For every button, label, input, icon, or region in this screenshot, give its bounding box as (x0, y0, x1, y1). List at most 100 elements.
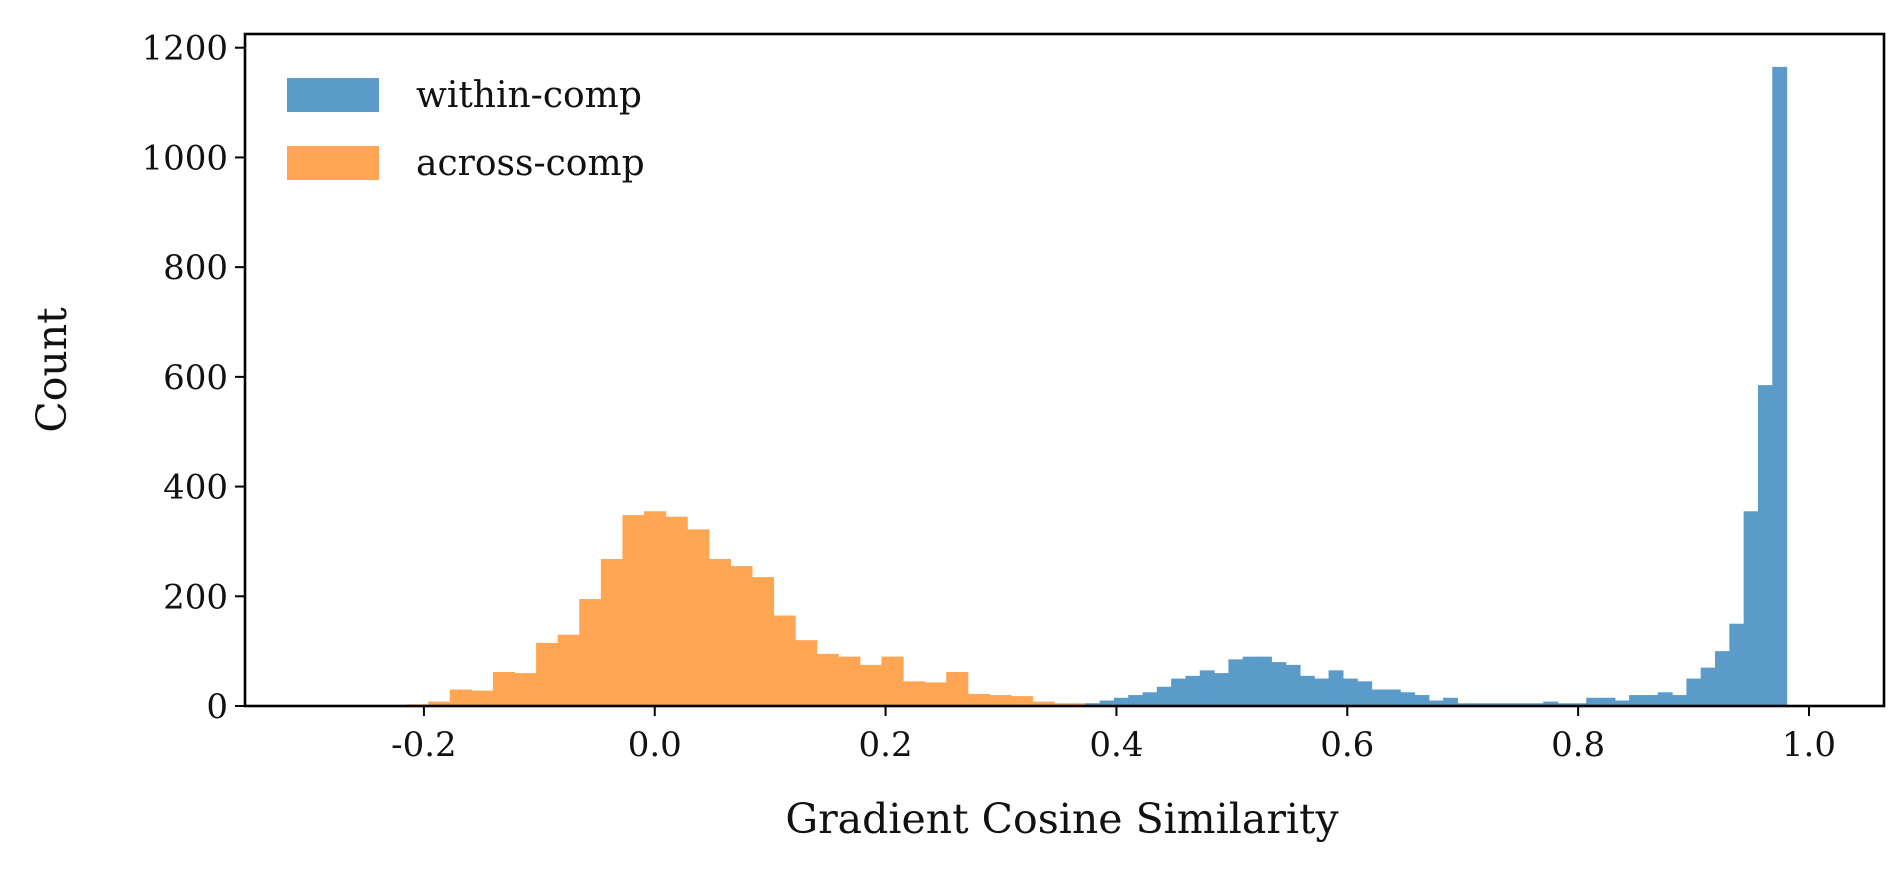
bar-across-comp (946, 671, 969, 706)
bar-across-comp (838, 656, 861, 706)
bar-across-comp (665, 516, 688, 706)
bar-within-comp (1271, 662, 1287, 706)
bar-across-comp (687, 529, 710, 706)
x-tick-label: 0.2 (859, 725, 913, 765)
bar-within-comp (1299, 675, 1315, 706)
bar-within-comp (1099, 700, 1115, 706)
bar-within-comp (1743, 511, 1759, 706)
y-tick-label: 400 (163, 468, 228, 508)
y-tick-label: 600 (163, 358, 228, 398)
legend-swatch-across-comp (287, 146, 379, 180)
bar-within-comp (1142, 692, 1158, 706)
bar-within-comp (1285, 664, 1301, 706)
bar-within-comp (1371, 689, 1387, 706)
bar-within-comp (1672, 695, 1687, 706)
legend: within-comp across-comp (287, 75, 645, 184)
bar-across-comp (989, 695, 1012, 706)
bar-within-comp (1156, 686, 1172, 706)
bar-within-comp (1257, 656, 1272, 706)
bar-within-comp (1543, 701, 1559, 706)
series-across-comp (406, 511, 1098, 706)
bar-across-comp (471, 690, 494, 706)
bar-within-comp (1686, 678, 1702, 706)
axes-layer: -0.2 0.0 0.2 0.4 0.6 0.8 1.0 0 200 400 600 800 1000 1… (141, 29, 1886, 765)
bar-within-comp (1342, 678, 1358, 706)
bar-within-comp (1385, 689, 1401, 706)
bar-within-comp (1600, 697, 1616, 706)
x-axis-label: Gradient Cosine Similarity (785, 795, 1339, 843)
y-tick-label: 800 (163, 248, 228, 288)
bar-within-comp (1242, 656, 1258, 706)
bar-across-comp (773, 615, 796, 706)
bar-across-comp (795, 640, 818, 706)
x-tick-label: 0.0 (628, 725, 682, 765)
bar-within-comp (1457, 703, 1473, 706)
bar-within-comp (1314, 678, 1330, 706)
bar-within-comp (1500, 703, 1516, 706)
bar-within-comp (1185, 675, 1201, 706)
bar-across-comp (492, 671, 516, 706)
bar-within-comp (1715, 651, 1730, 706)
bar-across-comp (644, 511, 667, 706)
bar-within-comp (1228, 659, 1244, 706)
x-tick-label: 0.6 (1320, 725, 1374, 765)
legend-label-within-comp: within-comp (416, 75, 642, 116)
bar-within-comp (1443, 697, 1458, 706)
bar-within-comp (1571, 703, 1587, 706)
bar-within-comp (1528, 703, 1544, 706)
bar-within-comp (1772, 66, 1788, 706)
bar-within-comp (1629, 695, 1645, 706)
bar-within-comp (1557, 703, 1573, 706)
x-tick-label: -0.2 (391, 725, 457, 765)
bar-across-comp (903, 681, 926, 706)
bar-across-comp (557, 634, 580, 706)
y-tick-label: 200 (163, 577, 228, 617)
bar-within-comp (1471, 703, 1487, 706)
bar-across-comp (816, 653, 839, 706)
bar-within-comp (1514, 703, 1530, 706)
legend-label-across-comp: across-comp (416, 143, 645, 184)
bar-across-comp (622, 515, 645, 706)
bar-within-comp (1657, 692, 1673, 706)
bar-within-comp (1486, 703, 1501, 706)
bar-within-comp (1199, 670, 1215, 706)
bar-within-comp (1729, 623, 1745, 706)
bar-across-comp (859, 664, 883, 706)
bar-within-comp (1214, 673, 1229, 706)
y-tick-label: 1200 (141, 29, 228, 69)
bar-within-comp (1357, 681, 1373, 706)
bar-across-comp (967, 693, 990, 706)
bar-within-comp (1757, 385, 1773, 706)
x-tick-label: 0.8 (1551, 725, 1605, 765)
bar-across-comp (1054, 703, 1077, 706)
legend-swatch-within-comp (287, 78, 379, 112)
bar-across-comp (579, 599, 602, 706)
plot-frame (243, 32, 1886, 708)
bar-within-comp (1328, 670, 1344, 706)
bar-within-comp (1428, 700, 1444, 706)
bar-across-comp (514, 673, 537, 706)
bar-across-comp (1032, 701, 1055, 706)
bar-across-comp (536, 642, 559, 706)
bar-within-comp (1414, 695, 1430, 706)
series-within-comp (1085, 66, 1788, 706)
bar-within-comp (1586, 697, 1602, 706)
y-tick-label: 1000 (141, 138, 228, 178)
bar-across-comp (751, 577, 775, 706)
bar-across-comp (708, 558, 731, 706)
bar-within-comp (1614, 700, 1630, 706)
bar-within-comp (1085, 703, 1101, 706)
bars-layer (406, 66, 1788, 706)
y-axis-label: Count (28, 307, 76, 433)
bar-across-comp (1010, 696, 1034, 706)
bar-within-comp (1400, 692, 1416, 706)
bar-within-comp (1700, 667, 1716, 706)
bar-across-comp (881, 656, 904, 706)
bar-within-comp (1113, 697, 1129, 706)
bar-within-comp (1643, 695, 1659, 706)
bar-across-comp (730, 566, 753, 706)
y-tick-label: 0 (206, 687, 228, 727)
bar-within-comp (1171, 678, 1187, 706)
